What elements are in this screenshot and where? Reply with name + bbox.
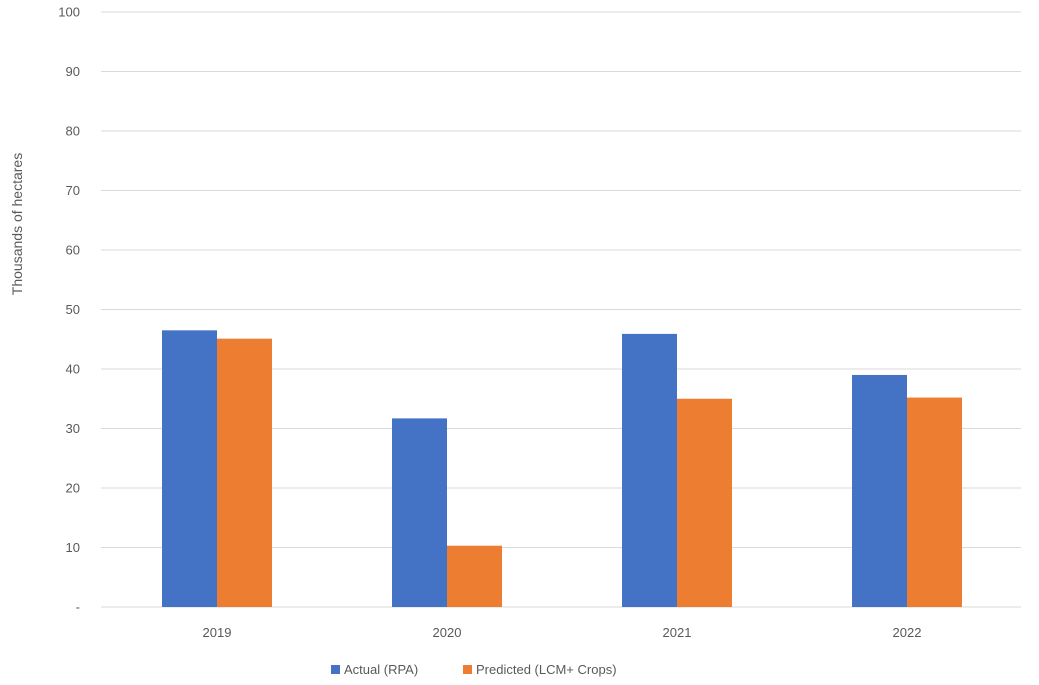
bar [392, 418, 447, 607]
y-axis-ticks: - 10 20 30 40 50 60 70 80 90 100 [58, 5, 80, 615]
bar [162, 330, 217, 607]
legend-label: Predicted (LCM+ Crops) [476, 662, 617, 677]
x-tick-label: 2022 [893, 625, 922, 640]
y-tick-label: 30 [66, 421, 80, 436]
y-tick-label: 60 [66, 243, 80, 258]
y-tick-label: 70 [66, 183, 80, 198]
bar [907, 397, 962, 607]
x-tick-label: 2020 [433, 625, 462, 640]
x-tick-label: 2021 [663, 625, 692, 640]
y-tick-label: 40 [66, 362, 80, 377]
legend: Actual (RPA) Predicted (LCM+ Crops) [331, 662, 617, 677]
x-axis-ticks: 2019 2020 2021 2022 [203, 625, 922, 640]
y-axis-title: Thousands of hectares [9, 153, 25, 295]
y-tick-label: 10 [66, 540, 80, 555]
x-tick-label: 2019 [203, 625, 232, 640]
y-tick-label: 20 [66, 481, 80, 496]
bar [622, 333, 677, 607]
legend-label: Actual (RPA) [344, 662, 418, 677]
bar [217, 338, 272, 607]
bar [677, 398, 732, 607]
y-tick-label: 90 [66, 64, 80, 79]
legend-swatch [331, 665, 340, 674]
bar [447, 545, 502, 607]
y-tick-label: 100 [58, 5, 80, 20]
y-tick-label: 80 [66, 124, 80, 139]
legend-swatch [463, 665, 472, 674]
y-tick-label: - [76, 600, 80, 615]
bar [852, 374, 907, 607]
bars [162, 330, 962, 607]
y-tick-label: 50 [66, 302, 80, 317]
